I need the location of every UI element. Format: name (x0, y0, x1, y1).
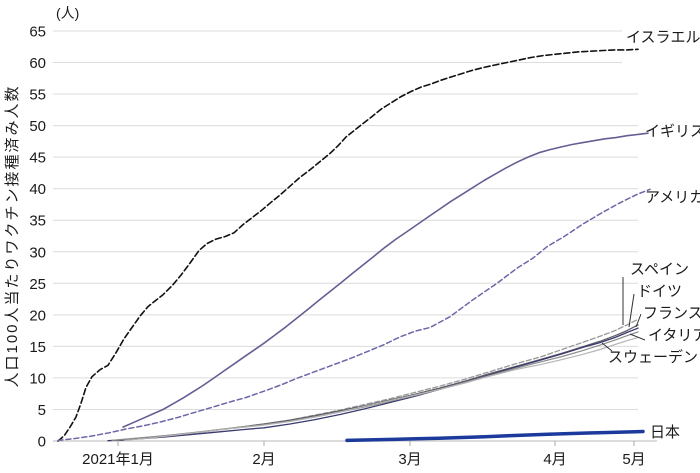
y-tick-label: 10 (29, 370, 46, 387)
y-tick-label: 45 (29, 150, 46, 167)
series-line-spain (114, 318, 639, 442)
series-line-uk (122, 132, 649, 428)
y-tick-label: 55 (29, 87, 46, 104)
y-tick-label: 0 (38, 434, 46, 451)
country-label-usa: アメリカ (645, 189, 700, 206)
series-line-germany (119, 324, 639, 442)
y-tick-label: 25 (29, 276, 46, 293)
series-line-japan (345, 429, 645, 443)
country-label-japan: 日本 (650, 424, 680, 441)
y-tick-label: 60 (29, 55, 46, 72)
y-tick-label: 20 (29, 307, 46, 324)
y-axis-title: 人口100人当たりワクチン接種済み人数 (4, 84, 21, 387)
x-tick-label: 5月 (622, 451, 645, 468)
country-label-sweden: スウェーデン (608, 348, 698, 366)
x-tick-label: 3月 (398, 451, 421, 468)
leader-line-france (635, 313, 642, 328)
country-label-france: フランス (643, 305, 700, 322)
series-line-israel (57, 48, 639, 442)
y-tick-label: 65 (29, 23, 46, 40)
country-label-spain: スペイン (630, 261, 689, 278)
y-tick-label: 50 (29, 118, 46, 135)
country-label-italy: イタリア (648, 327, 700, 344)
y-tick-label: 30 (29, 244, 46, 261)
y-tick-label: 15 (29, 339, 46, 356)
series-line-france (107, 327, 639, 442)
leader-line-sweden (601, 342, 613, 352)
y-tick-label: 35 (29, 213, 46, 230)
x-tick-label: 4月 (543, 451, 566, 468)
y-axis-unit-label: (人) (56, 5, 79, 21)
series-line-sweden (124, 336, 639, 441)
y-tick-label: 40 (29, 181, 46, 198)
country-label-uk: イギリス (645, 123, 700, 140)
country-label-germany: ドイツ (637, 283, 682, 300)
country-label-israel: イスラエル (626, 29, 700, 46)
series-line-usa (57, 188, 651, 442)
x-tick-label: 2月 (252, 451, 275, 468)
y-tick-label: 5 (38, 402, 46, 419)
leader-line-italy (629, 333, 646, 341)
leader-line-germany (628, 293, 635, 328)
x-tick-label: 2021年1月 (82, 451, 154, 468)
